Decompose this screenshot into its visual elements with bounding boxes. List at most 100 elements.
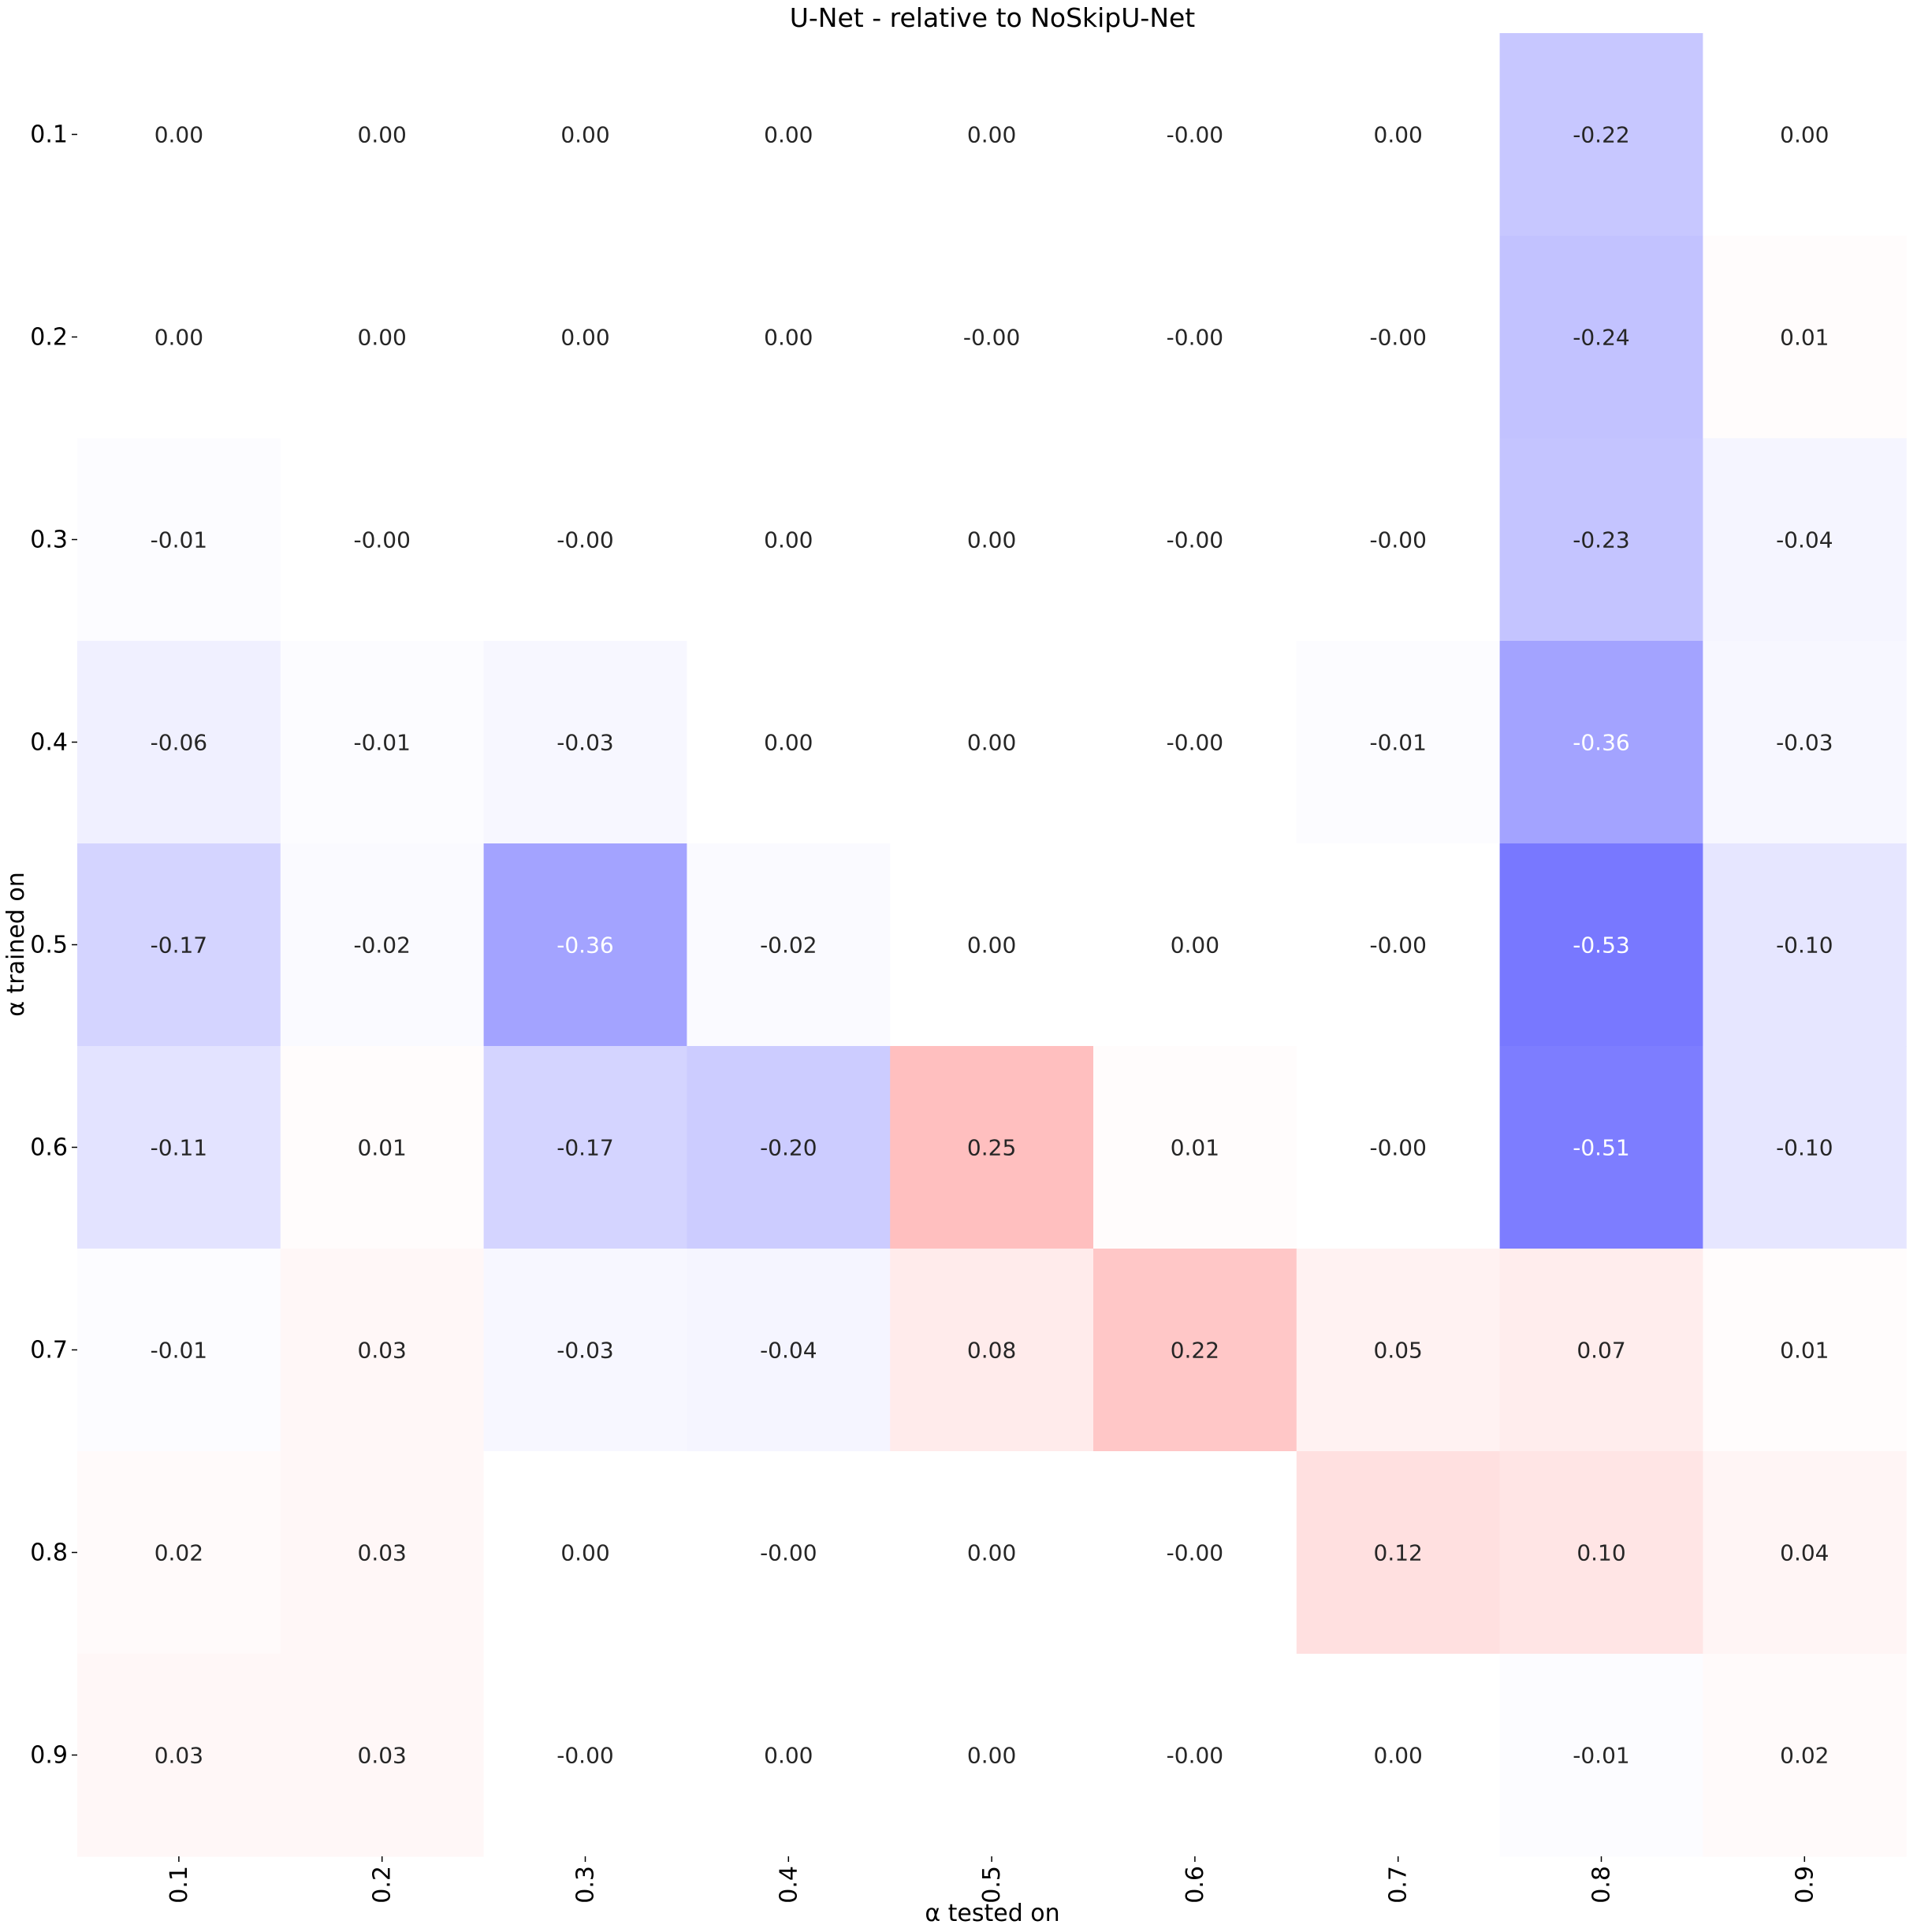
cell-value-label-r9-c3: -0.00: [556, 1743, 613, 1769]
heatmap-cell-r9-c3: [483, 1654, 687, 1857]
cell-value-label-r3-c6: -0.00: [1167, 527, 1223, 553]
heatmap-cell-r4-c4: [687, 641, 891, 844]
y-axis-label: α trained on: [2, 872, 30, 1017]
heatmap-cell-r5-c6: [1093, 843, 1297, 1047]
heatmap-cell-r2-c9: [1703, 236, 1907, 439]
cell-value-label-r1-c9: 0.00: [1780, 122, 1829, 148]
x-tick-label-1: 0.1: [166, 1866, 193, 1904]
heatmap-cell-r9-c2: [280, 1654, 485, 1857]
heatmap-cell-r6-c1: [77, 1046, 281, 1249]
y-tick-label-8: 0.8: [30, 1539, 68, 1567]
heatmap-cell-r7-c7: [1296, 1249, 1501, 1452]
cell-value-label-r9-c7: 0.00: [1374, 1743, 1423, 1769]
heatmap-cell-r4-c1: [77, 641, 281, 844]
heatmap-cell-r3-c1: [77, 438, 281, 642]
cell-value-label-r2-c8: -0.24: [1573, 325, 1629, 351]
cell-value-label-r4-c5: 0.00: [967, 730, 1016, 756]
heatmap-cell-r8-c3: [483, 1451, 687, 1655]
heatmap-cell-r1-c8: [1499, 33, 1703, 236]
heatmap-cell-r6-c5: [890, 1046, 1094, 1249]
cell-value-label-r8-c7: 0.12: [1374, 1540, 1423, 1566]
cell-value-label-r1-c4: 0.00: [764, 122, 813, 148]
cell-value-label-r5-c9: -0.10: [1776, 932, 1833, 959]
heatmap-cell-r4-c5: [890, 641, 1094, 844]
cell-value-label-r4-c9: -0.03: [1776, 730, 1833, 756]
y-tick-label-3: 0.3: [30, 527, 68, 554]
heatmap-cell-r1-c7: [1296, 33, 1501, 236]
cell-value-label-r4-c8: -0.36: [1573, 730, 1629, 756]
heatmap-cell-r9-c5: [890, 1654, 1094, 1857]
x-tick-label-8: 0.8: [1588, 1866, 1616, 1904]
cell-value-label-r2-c6: -0.00: [1167, 325, 1223, 351]
heatmap-cell-r1-c9: [1703, 33, 1907, 236]
y-tick-label-7: 0.7: [30, 1337, 68, 1364]
cell-value-label-r5-c6: 0.00: [1171, 932, 1219, 959]
cell-value-label-r6-c6: 0.01: [1171, 1135, 1219, 1161]
cell-value-label-r3-c4: 0.00: [764, 527, 813, 553]
heatmap-cell-r1-c1: [77, 33, 281, 236]
heatmap-cell-r5-c3: [483, 843, 687, 1047]
cell-value-label-r5-c4: -0.02: [760, 932, 817, 959]
cell-value-label-r3-c2: -0.00: [353, 527, 410, 553]
heatmap-cell-r7-c3: [483, 1249, 687, 1452]
cell-value-label-r3-c8: -0.23: [1573, 527, 1629, 553]
cell-value-label-r2-c1: 0.00: [154, 325, 203, 351]
x-tick-label-2: 0.2: [369, 1866, 396, 1904]
y-tick-label-5: 0.5: [30, 932, 68, 959]
heatmap-cell-r5-c1: [77, 843, 281, 1047]
heatmap-cell-r3-c8: [1499, 438, 1703, 642]
heatmap-cells: [77, 33, 1907, 1857]
cell-value-label-r3-c3: -0.00: [556, 527, 613, 553]
heatmap-cell-r6-c3: [483, 1046, 687, 1249]
cell-value-label-r9-c2: 0.03: [358, 1743, 407, 1769]
x-tick-label-4: 0.4: [775, 1866, 802, 1904]
cell-value-label-r7-c1: -0.01: [151, 1338, 207, 1364]
heatmap-cell-r7-c1: [77, 1249, 281, 1452]
heatmap-cell-r2-c1: [77, 236, 281, 439]
x-axis: 0.1 0.2 0.3 0.4 0.5 0.6 0.7 0.8 0.9: [166, 1856, 1818, 1904]
cell-value-label-r7-c6: 0.22: [1171, 1338, 1219, 1364]
y-tick-label-9: 0.9: [30, 1742, 68, 1770]
heatmap-cell-r4-c9: [1703, 641, 1907, 844]
cell-value-label-r5-c3: -0.36: [556, 932, 613, 959]
cell-value-label-r9-c6: -0.00: [1167, 1743, 1223, 1769]
cell-value-label-r4-c6: -0.00: [1167, 730, 1223, 756]
cell-value-label-r3-c1: -0.01: [151, 527, 207, 553]
cell-value-label-r6-c8: -0.51: [1573, 1135, 1629, 1161]
heatmap-cell-r3-c4: [687, 438, 891, 642]
cell-value-label-r7-c7: 0.05: [1374, 1338, 1423, 1364]
heatmap-cell-r3-c2: [280, 438, 485, 642]
cell-value-label-r7-c3: -0.03: [556, 1338, 613, 1364]
heatmap-cell-r6-c9: [1703, 1046, 1907, 1249]
cell-value-label-r9-c4: 0.00: [764, 1743, 813, 1769]
cell-value-label-r1-c1: 0.00: [154, 122, 203, 148]
heatmap-cell-r6-c6: [1093, 1046, 1297, 1249]
heatmap-cell-r7-c8: [1499, 1249, 1703, 1452]
heatmap-cell-r4-c8: [1499, 641, 1703, 844]
y-tick-label-2: 0.2: [30, 324, 68, 352]
heatmap-cell-r5-c9: [1703, 843, 1907, 1047]
cell-value-label-r1-c5: 0.00: [967, 122, 1016, 148]
heatmap-cell-r4-c6: [1093, 641, 1297, 844]
heatmap-cell-r2-c5: [890, 236, 1094, 439]
heatmap-cell-r8-c9: [1703, 1451, 1907, 1655]
cell-value-label-r8-c6: -0.00: [1167, 1540, 1223, 1566]
heatmap-cell-r8-c1: [77, 1451, 281, 1655]
heatmap-cell-r7-c5: [890, 1249, 1094, 1452]
cell-value-label-r5-c2: -0.02: [353, 932, 410, 959]
heatmap-cell-r8-c6: [1093, 1451, 1297, 1655]
cell-value-label-r8-c9: 0.04: [1780, 1540, 1829, 1566]
x-tick-label-5: 0.5: [978, 1866, 1006, 1904]
cell-value-label-r9-c1: 0.03: [154, 1743, 203, 1769]
cell-value-label-r5-c7: -0.00: [1369, 932, 1426, 959]
heatmap-cell-r7-c2: [280, 1249, 485, 1452]
heatmap-cell-r7-c6: [1093, 1249, 1297, 1452]
heatmap-cell-r3-c7: [1296, 438, 1501, 642]
heatmap-cell-r9-c1: [77, 1654, 281, 1857]
cell-value-label-r2-c9: 0.01: [1780, 325, 1829, 351]
cell-value-label-r7-c4: -0.04: [760, 1338, 817, 1364]
cell-value-label-r5-c1: -0.17: [151, 932, 207, 959]
cell-value-label-r1-c8: -0.22: [1573, 122, 1629, 148]
heatmap-cell-labels: 0.00 0.00 0.00 0.00 0.00 -0.00 0.00 -0.22 0.00 0.…: [151, 122, 1833, 1769]
heatmap-cell-r7-c9: [1703, 1249, 1907, 1452]
